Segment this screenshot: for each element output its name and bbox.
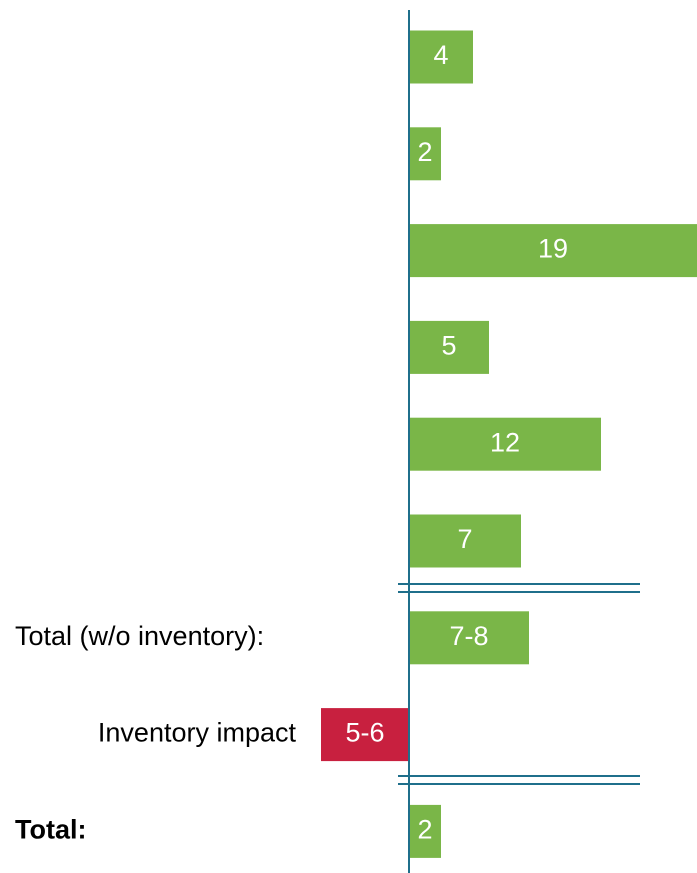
data-label: 5 [441, 331, 456, 361]
bar [409, 611, 529, 665]
bar [409, 320, 489, 374]
bar [321, 708, 409, 762]
data-label: 12 [490, 427, 520, 457]
data-label: 5-6 [345, 718, 384, 748]
data-label: 7 [457, 524, 472, 554]
bar [409, 30, 473, 84]
category-label: Inventory impact [98, 718, 297, 748]
bar [409, 804, 441, 858]
bar [409, 417, 601, 471]
bar [409, 224, 697, 278]
category-label: Total: [15, 815, 86, 845]
bar [409, 127, 441, 181]
category-label: Total (w/o inventory): [15, 621, 264, 651]
data-label: 19 [538, 234, 568, 264]
data-label: 7-8 [449, 621, 488, 651]
bar [409, 514, 521, 568]
data-label: 4 [433, 40, 448, 70]
data-label: 2 [417, 815, 432, 845]
data-label: 2 [417, 137, 432, 167]
